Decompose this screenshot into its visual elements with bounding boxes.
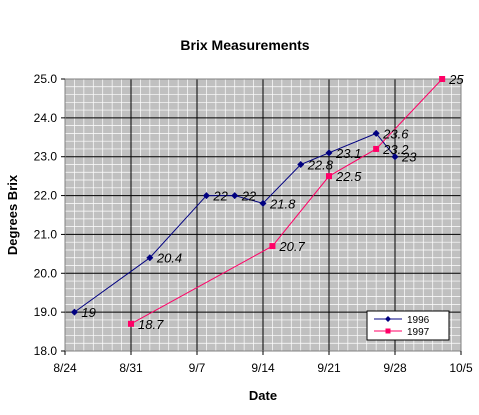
data-point-1996 <box>391 153 399 161</box>
x-tick-label: 8/31 <box>119 361 143 375</box>
data-label-1996: 22.8 <box>307 157 334 172</box>
x-tick-label: 9/28 <box>383 361 407 375</box>
data-label-1996: 21.8 <box>269 196 296 211</box>
data-label-1997: 25 <box>448 72 464 87</box>
x-axis-title: Date <box>249 388 277 403</box>
data-point-1996 <box>231 192 239 200</box>
y-tick-label: 23.0 <box>34 150 58 164</box>
data-label-1996: 22 <box>241 189 257 204</box>
series-layer <box>70 76 446 327</box>
data-point-1996 <box>146 254 154 262</box>
y-tick-label: 24.0 <box>34 111 58 125</box>
x-tick-label: 10/5 <box>449 361 473 375</box>
y-tick-label: 21.0 <box>34 227 58 241</box>
data-point-1997 <box>326 173 332 180</box>
y-axis-title: Degrees Brix <box>5 174 20 255</box>
x-tick-label: 9/14 <box>251 361 275 375</box>
data-label-1996: 23 <box>401 150 417 165</box>
legend-marker-1997 <box>385 328 391 334</box>
x-axis-ticks: 8/24 8/31 9/7 9/14 9/21 9/28 10/5 <box>53 351 473 375</box>
data-point-1997 <box>269 243 276 250</box>
x-tick-label: 8/24 <box>53 361 77 375</box>
data-point-1996 <box>202 192 210 200</box>
legend-box <box>366 310 450 341</box>
data-point-1997 <box>373 145 380 152</box>
data-point-1997 <box>128 320 134 327</box>
data-label-1996: 23.6 <box>382 126 409 141</box>
data-point-1996 <box>372 129 380 137</box>
x-tick-label: 9/7 <box>189 361 206 375</box>
data-point-1997 <box>439 76 446 82</box>
y-tick-label: 25.0 <box>34 72 58 86</box>
y-tick-label: 18.0 <box>34 344 58 358</box>
legend-label-1996: 1996 <box>407 315 430 326</box>
chart-title: Brix Measurements <box>180 37 309 53</box>
data-label-1996: 23.1 <box>335 146 361 161</box>
y-tick-label: 22.0 <box>34 189 58 203</box>
data-point-1996 <box>70 308 78 316</box>
legend-label-1997: 1997 <box>407 327 430 338</box>
legend-marker-1996 <box>385 316 391 322</box>
data-labels-layer: 19 20.4 22 22 21.8 22.823.1 23.6 23 18.7 20.7 22.5… <box>81 72 464 332</box>
data-label-1996: 20.4 <box>156 251 182 266</box>
data-point-1996 <box>259 199 267 207</box>
data-point-1996 <box>297 160 305 168</box>
y-tick-label: 20.0 <box>34 266 58 280</box>
data-label-1997: 18.7 <box>138 317 164 332</box>
data-point-1996 <box>325 149 333 157</box>
data-label-1996: 19 <box>81 305 95 320</box>
y-axis-ticks: 18.0 19.0 20.0 21.0 22.0 23.0 24.0 25.0 <box>34 72 65 358</box>
data-label-1997: 20.7 <box>278 239 305 254</box>
y-tick-label: 19.0 <box>34 305 58 319</box>
data-label-1996: 22 <box>212 189 228 204</box>
data-label-1997: 22.5 <box>335 169 362 184</box>
data-label-1997: 23.2 <box>382 142 409 157</box>
x-tick-label: 9/21 <box>317 361 341 375</box>
